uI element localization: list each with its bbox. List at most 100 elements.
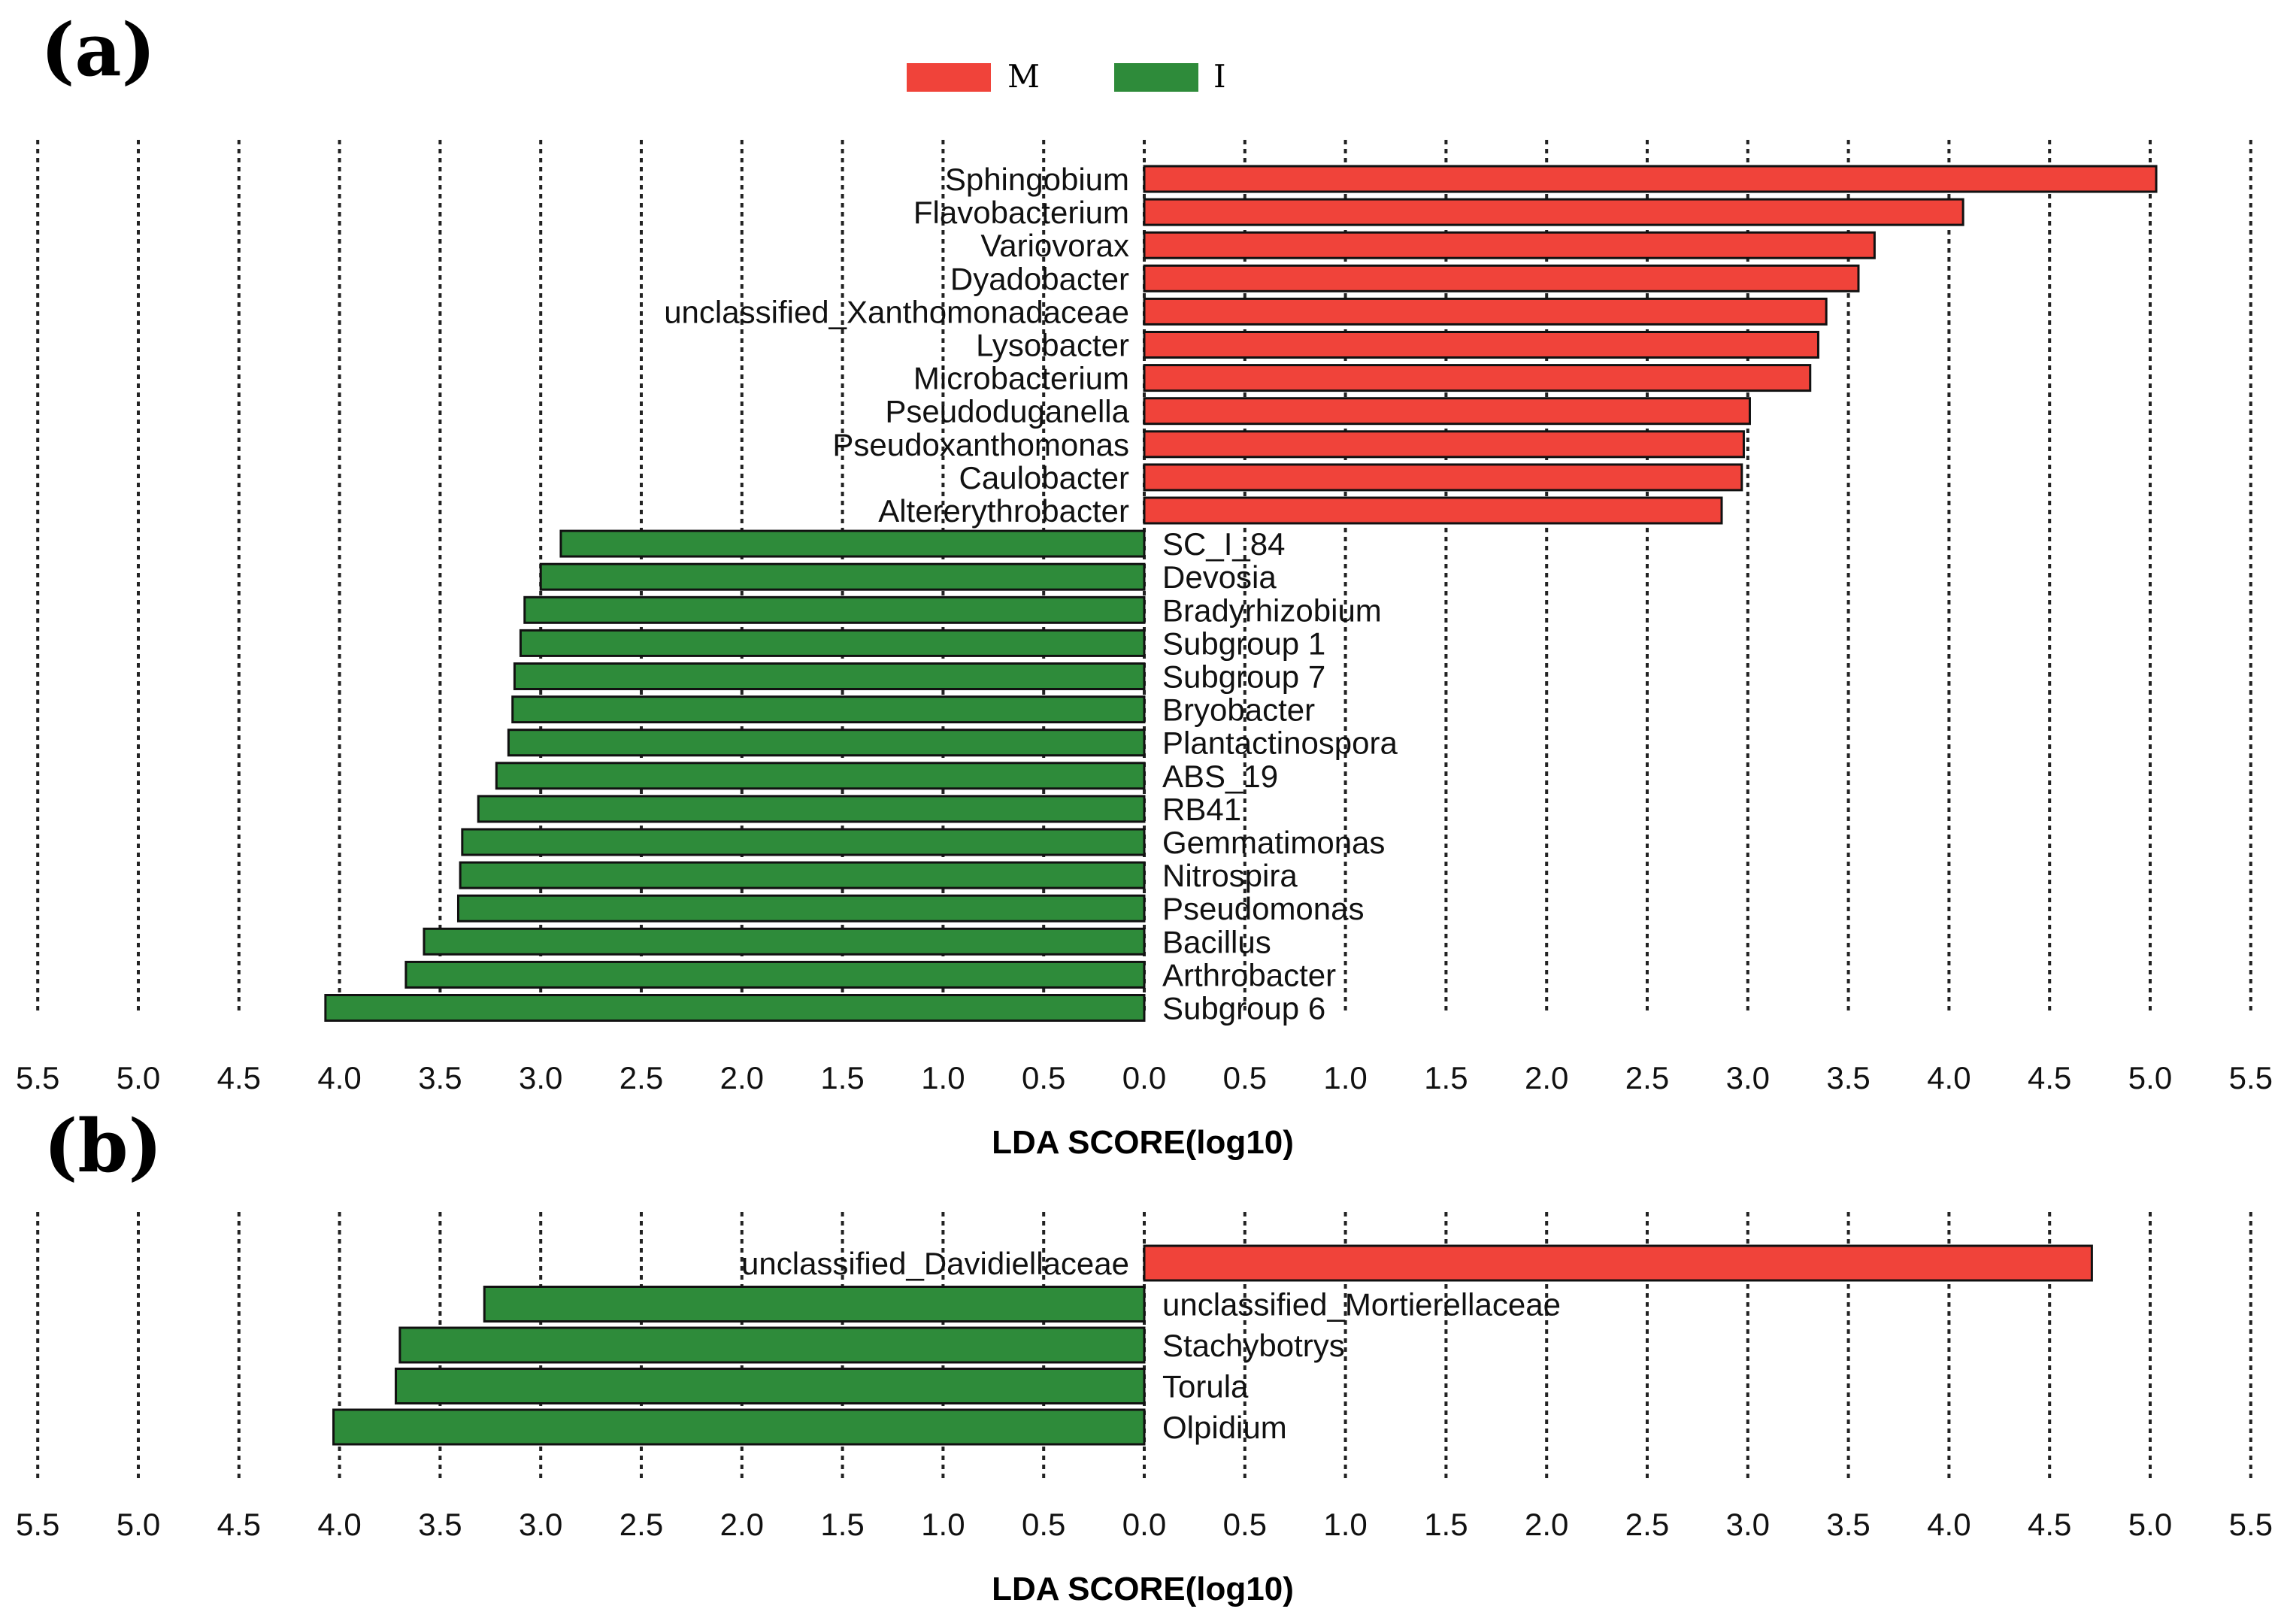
bar-label-b-unclassified-mortierellaceae: unclassified_Mortierellaceae [1162, 1287, 1561, 1323]
bar-label-a-flavobacterium: Flavobacterium [913, 195, 1129, 230]
x-tick-label-b-5: 3.0 [519, 1507, 562, 1542]
x-tick-label-a-5: 3.0 [519, 1060, 562, 1095]
bar-a-variovorax [1143, 231, 1876, 259]
bar-label-b-unclassified-davidiellaceae: unclassified_Davidiellaceae [741, 1246, 1129, 1281]
bar-a-rb41 [477, 795, 1146, 823]
bar-label-a-caulobacter: Caulobacter [959, 460, 1129, 495]
x-tick-label-b-12: 0.5 [1223, 1507, 1267, 1542]
x-tick-label-b-17: 3.0 [1726, 1507, 1770, 1542]
x-tick-label-a-4: 3.5 [418, 1060, 462, 1095]
bar-label-a-bacillus: Bacillus [1162, 924, 1271, 959]
bar-a-gemmatimonas [461, 828, 1146, 856]
x-tick-label-b-4: 3.5 [418, 1507, 462, 1542]
x-tick-label-b-3: 4.0 [317, 1507, 361, 1542]
x-tick-label-a-20: 4.5 [2028, 1060, 2071, 1095]
x-tick-label-a-2: 4.5 [217, 1060, 261, 1095]
bar-b-unclassified-mortierellaceae [483, 1286, 1146, 1323]
x-tick-label-a-15: 2.0 [1525, 1060, 1568, 1095]
bar-a-caulobacter [1143, 463, 1743, 492]
x-tick-label-b-2: 4.5 [217, 1507, 261, 1542]
bar-a-unclassified-xanthomonadaceae [1143, 297, 1828, 326]
x-tick-label-a-7: 2.0 [720, 1060, 764, 1095]
bar-label-a-altererythrobacter: Altererythrobacter [878, 493, 1129, 529]
x-tick-label-b-19: 4.0 [1927, 1507, 1970, 1542]
x-tick-label-a-3: 4.0 [317, 1060, 361, 1095]
bar-label-a-sc-i-84: SC_I_84 [1162, 526, 1285, 562]
bar-a-microbacterium [1143, 364, 1812, 392]
bar-a-pseudoxanthomonas [1143, 430, 1745, 459]
x-tick-label-a-1: 5.0 [117, 1060, 160, 1095]
x-tick-label-a-19: 4.0 [1927, 1060, 1970, 1095]
bar-label-a-pseudoxanthomonas: Pseudoxanthomonas [832, 427, 1129, 462]
panel-label-a: (a) [41, 8, 156, 92]
x-tick-label-a-16: 2.5 [1625, 1060, 1669, 1095]
x-tick-label-a-11: 0.0 [1122, 1060, 1166, 1095]
bar-a-subgroup-7 [513, 662, 1146, 690]
bar-label-a-rb41: RB41 [1162, 792, 1241, 827]
bar-a-subgroup-6 [324, 994, 1146, 1022]
bar-a-devosia [539, 562, 1146, 591]
bar-label-a-nitrospira: Nitrospira [1162, 858, 1298, 893]
x-axis-title-b: LDA SCORE(log10) [992, 1571, 1294, 1607]
x-tick-label-b-11: 0.0 [1122, 1507, 1166, 1542]
legend-label-i: I [1213, 58, 1226, 95]
x-tick-label-a-22: 5.5 [2229, 1060, 2273, 1095]
x-tick-label-a-13: 1.0 [1323, 1060, 1367, 1095]
bar-a-bacillus [423, 927, 1146, 956]
bar-label-a-abs-19: ABS_19 [1162, 759, 1278, 794]
x-tick-label-b-18: 3.5 [1826, 1507, 1870, 1542]
bar-a-abs-19 [495, 762, 1146, 790]
bar-label-a-dyadobacter: Dyadobacter [950, 261, 1129, 296]
bar-label-a-pseudoduganella: Pseudoduganella [885, 394, 1129, 429]
bar-label-a-sphingobium: Sphingobium [945, 162, 1129, 197]
bar-label-b-stachybotrys: Stachybotrys [1162, 1328, 1345, 1363]
bar-label-a-devosia: Devosia [1162, 559, 1277, 595]
bar-a-flavobacterium [1143, 198, 1964, 226]
bar-label-a-subgroup-6: Subgroup 6 [1162, 991, 1325, 1026]
legend-label-m: M [1007, 58, 1040, 95]
bar-label-a-pseudomonas: Pseudomonas [1162, 891, 1365, 926]
bar-a-plantactinospora [507, 729, 1146, 757]
bar-a-pseudoduganella [1143, 397, 1751, 426]
bar-label-a-gemmatimonas: Gemmatimonas [1162, 825, 1385, 860]
x-tick-label-b-9: 1.0 [921, 1507, 965, 1542]
x-tick-label-a-9: 1.0 [921, 1060, 965, 1095]
x-tick-label-a-8: 1.5 [820, 1060, 864, 1095]
x-tick-label-b-21: 5.0 [2128, 1507, 2172, 1542]
bar-label-a-subgroup-1: Subgroup 1 [1162, 626, 1325, 661]
x-tick-label-b-7: 2.0 [720, 1507, 764, 1542]
x-axis-title-a: LDA SCORE(log10) [992, 1124, 1294, 1161]
bar-label-a-plantactinospora: Plantactinospora [1162, 726, 1398, 761]
bar-a-dyadobacter [1143, 264, 1860, 292]
x-tick-label-b-0: 5.5 [16, 1507, 59, 1542]
legend-swatch-m [907, 63, 991, 92]
legend: M I [907, 58, 1226, 95]
x-tick-label-a-18: 3.5 [1826, 1060, 1870, 1095]
bar-a-sphingobium [1143, 165, 2158, 193]
x-tick-label-b-16: 2.5 [1625, 1507, 1669, 1542]
bar-label-b-olpidium: Olpidium [1162, 1410, 1287, 1445]
x-tick-label-b-15: 2.0 [1525, 1507, 1568, 1542]
x-tick-label-a-14: 1.5 [1424, 1060, 1468, 1095]
bar-a-subgroup-1 [519, 629, 1146, 657]
bar-a-arthrobacter [404, 960, 1146, 989]
bar-b-torula [395, 1368, 1146, 1404]
bar-a-nitrospira [459, 861, 1146, 889]
bar-a-bryobacter [511, 695, 1146, 724]
x-tick-label-a-10: 0.5 [1022, 1060, 1065, 1095]
bar-label-a-bryobacter: Bryobacter [1162, 692, 1315, 728]
bar-label-a-lysobacter: Lysobacter [976, 328, 1129, 363]
x-tick-label-b-6: 2.5 [619, 1507, 663, 1542]
x-tick-label-a-6: 2.5 [619, 1060, 663, 1095]
panel-a: 5.5 5.0 4.5 4.0 3.5 3.0 2.5 2.0 1.5 1.0 0.5 0.0 0.5 1… [16, 140, 2273, 1095]
x-tick-label-a-12: 0.5 [1223, 1060, 1267, 1095]
x-tick-label-b-22: 5.5 [2229, 1507, 2273, 1542]
x-tick-label-a-0: 5.5 [16, 1060, 59, 1095]
bar-label-a-microbacterium: Microbacterium [913, 361, 1129, 396]
x-tick-label-b-14: 1.5 [1424, 1507, 1468, 1542]
bar-label-b-torula: Torula [1162, 1369, 1249, 1404]
panel-b: 5.5 5.0 4.5 4.0 3.5 3.0 2.5 2.0 1.5 1.0 0.5 0.0 0.5 1… [16, 1212, 2273, 1542]
legend-swatch-i [1114, 63, 1198, 92]
bar-a-altererythrobacter [1143, 496, 1723, 525]
